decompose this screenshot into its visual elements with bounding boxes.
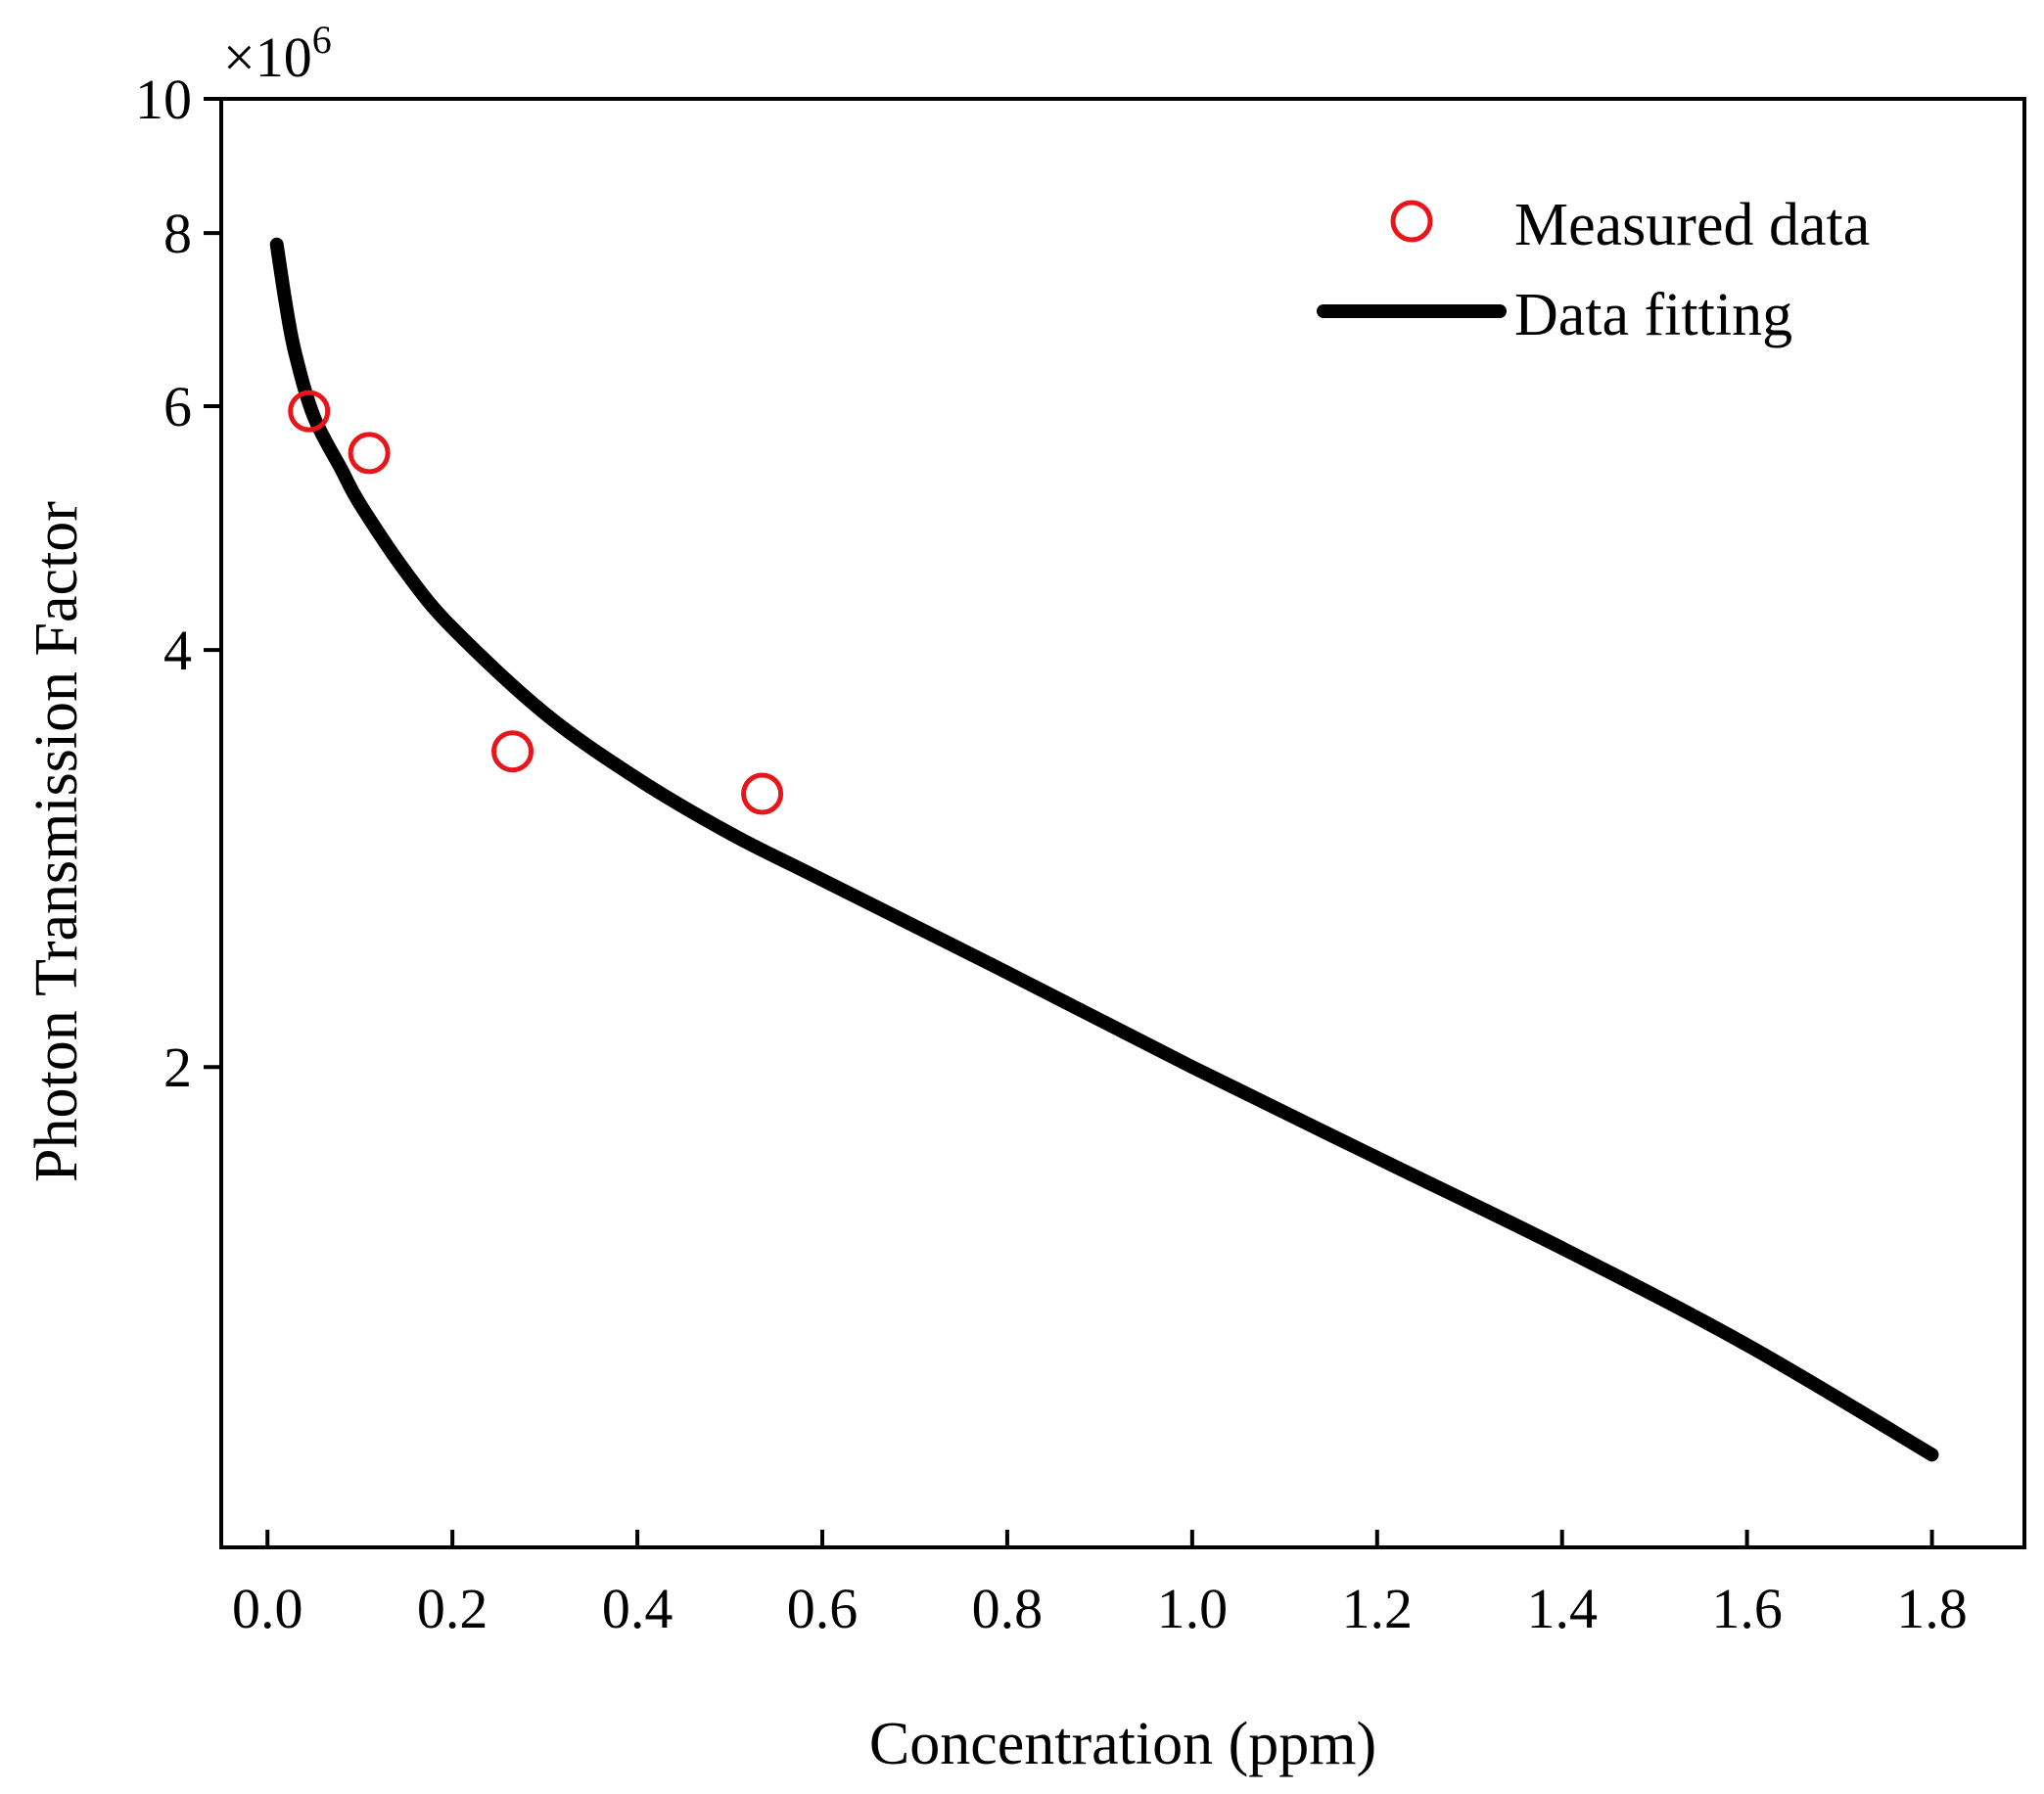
x-tick-label: 0.6: [787, 1577, 859, 1640]
legend-label-measured: Measured data: [1514, 192, 1870, 258]
y-axis-title: Photon Transmission Factor: [23, 501, 90, 1182]
x-tick-label: 0.8: [972, 1577, 1044, 1640]
x-axis-title: Concentration (ppm): [869, 1711, 1376, 1777]
measured-point: [741, 772, 784, 815]
measured-points-layer: [288, 390, 784, 815]
legend-marker-measured: [1390, 200, 1433, 243]
x-tick-label: 1.2: [1342, 1577, 1414, 1640]
y-tick-label: 10: [135, 68, 192, 131]
plot-frame: [219, 97, 2026, 1549]
y-tick-label: 4: [163, 619, 192, 682]
measured-point: [348, 432, 391, 475]
x-tick-label: 0.4: [602, 1577, 674, 1640]
x-tick-label: 1.8: [1896, 1577, 1968, 1640]
fit-curve: [269, 237, 1939, 1462]
y-multiplier: ×106: [223, 18, 332, 89]
y-tick-label: 6: [163, 375, 192, 438]
measured-point: [491, 730, 534, 773]
y-multiplier-exponent: 6: [312, 18, 332, 62]
fit-curve-layer: [269, 237, 1939, 1462]
legend-label-fit: Data fitting: [1514, 282, 1792, 348]
y-axis-ticks: 2 4 6 8 10: [135, 68, 221, 1099]
measured-point: [288, 390, 331, 433]
x-tick-label: 0.2: [417, 1577, 488, 1640]
x-tick-label: 1.0: [1157, 1577, 1229, 1640]
x-tick-label: 1.4: [1526, 1577, 1598, 1640]
x-tick-label: 1.6: [1711, 1577, 1783, 1640]
y-multiplier-base: ×10: [223, 25, 312, 89]
legend: Measured data Data fitting: [1317, 192, 1870, 348]
x-axis-ticks: 0.0 0.2 0.4 0.6 0.8 1.0 1.2 1.4 1.6 1.8: [232, 1530, 1968, 1640]
y-tick-label: 2: [163, 1035, 192, 1099]
x-tick-label: 0.0: [232, 1577, 303, 1640]
y-tick-label: 8: [163, 202, 192, 265]
